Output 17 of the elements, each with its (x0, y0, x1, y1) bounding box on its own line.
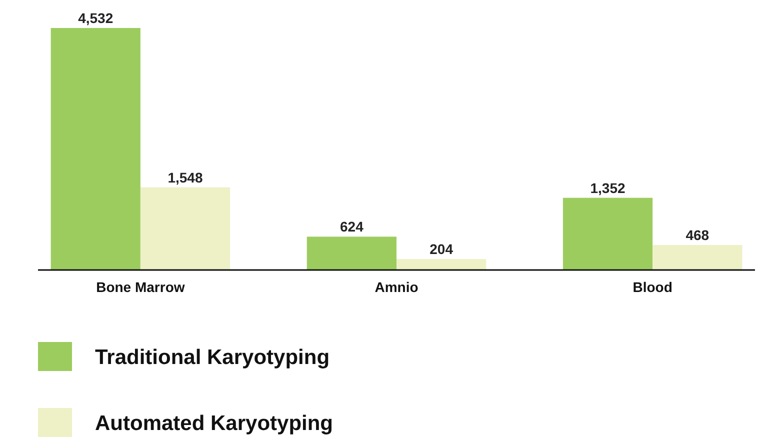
data-label: 1,352 (590, 180, 626, 196)
data-label: 468 (686, 227, 710, 244)
x-tick-label: Blood (632, 279, 672, 295)
x-tick-label: Bone Marrow (96, 279, 185, 295)
data-label: 204 (430, 241, 454, 258)
bar (562, 198, 653, 270)
bar (306, 236, 396, 270)
bar (50, 28, 140, 270)
data-label: 624 (340, 218, 364, 235)
x-tick-label: Amnio (374, 279, 418, 295)
bar (652, 245, 742, 270)
data-label: 4,532 (78, 10, 114, 26)
bar (140, 187, 230, 270)
data-label: 1,548 (168, 169, 203, 186)
legend-label: Traditional Karyotyping (95, 346, 330, 369)
bar (396, 259, 486, 270)
legend-label: Automated Karyotyping (95, 412, 334, 435)
